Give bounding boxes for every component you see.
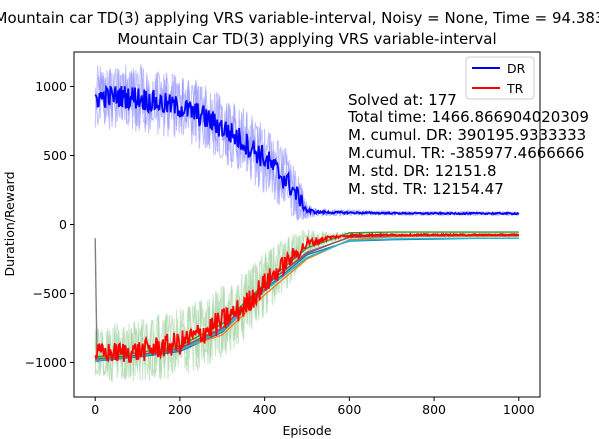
chart-legend: DR TR bbox=[465, 56, 535, 100]
stats-cumul-dr: M. cumul. DR: 390195.9333333 bbox=[348, 126, 586, 144]
stats-total-time: Total time: 1466.866904020309 bbox=[347, 108, 589, 126]
stats-cumul-tr: M.cumul. TR: -385977.4666666 bbox=[348, 144, 584, 162]
series-line-4 bbox=[95, 231, 519, 358]
y-tick-label: −1000 bbox=[25, 355, 67, 370]
x-tick-label: 200 bbox=[168, 402, 192, 417]
figure-suptitle: Mountain car TD(3) applying VRS variable… bbox=[0, 9, 599, 27]
y-axis-ticks: −1000 −500 0 500 1000 bbox=[25, 79, 74, 370]
stats-std-dr: M. std. DR: 12151.8 bbox=[348, 162, 497, 180]
x-tick-label: 0 bbox=[91, 402, 99, 417]
series-line-dr bbox=[94, 84, 520, 216]
series-lines bbox=[94, 84, 520, 363]
legend-label-dr: DR bbox=[507, 61, 526, 76]
y-axis-label: Duration/Reward bbox=[2, 171, 17, 276]
chart-title: Mountain Car TD(3) applying VRS variable… bbox=[117, 30, 496, 48]
stats-solved-at: Solved at: 177 bbox=[348, 91, 457, 109]
y-tick-label: 1000 bbox=[35, 79, 67, 94]
stats-std-tr: M. std. TR: 12154.47 bbox=[348, 180, 504, 198]
series-line-7 bbox=[95, 237, 519, 362]
y-tick-label: 0 bbox=[59, 217, 67, 232]
y-tick-label: −500 bbox=[33, 286, 67, 301]
x-tick-label: 400 bbox=[253, 402, 277, 417]
x-tick-label: 600 bbox=[337, 402, 361, 417]
x-axis-label: Episode bbox=[282, 423, 331, 438]
x-tick-label: 800 bbox=[422, 402, 446, 417]
y-tick-label: 500 bbox=[43, 148, 67, 163]
x-tick-label: 1000 bbox=[503, 402, 535, 417]
x-axis-ticks: 0 200 400 600 800 1000 bbox=[91, 397, 535, 417]
series-line-tr bbox=[94, 232, 519, 363]
legend-label-tr: TR bbox=[506, 81, 524, 96]
stats-annotation: Solved at: 177 Total time: 1466.86690402… bbox=[347, 91, 589, 198]
